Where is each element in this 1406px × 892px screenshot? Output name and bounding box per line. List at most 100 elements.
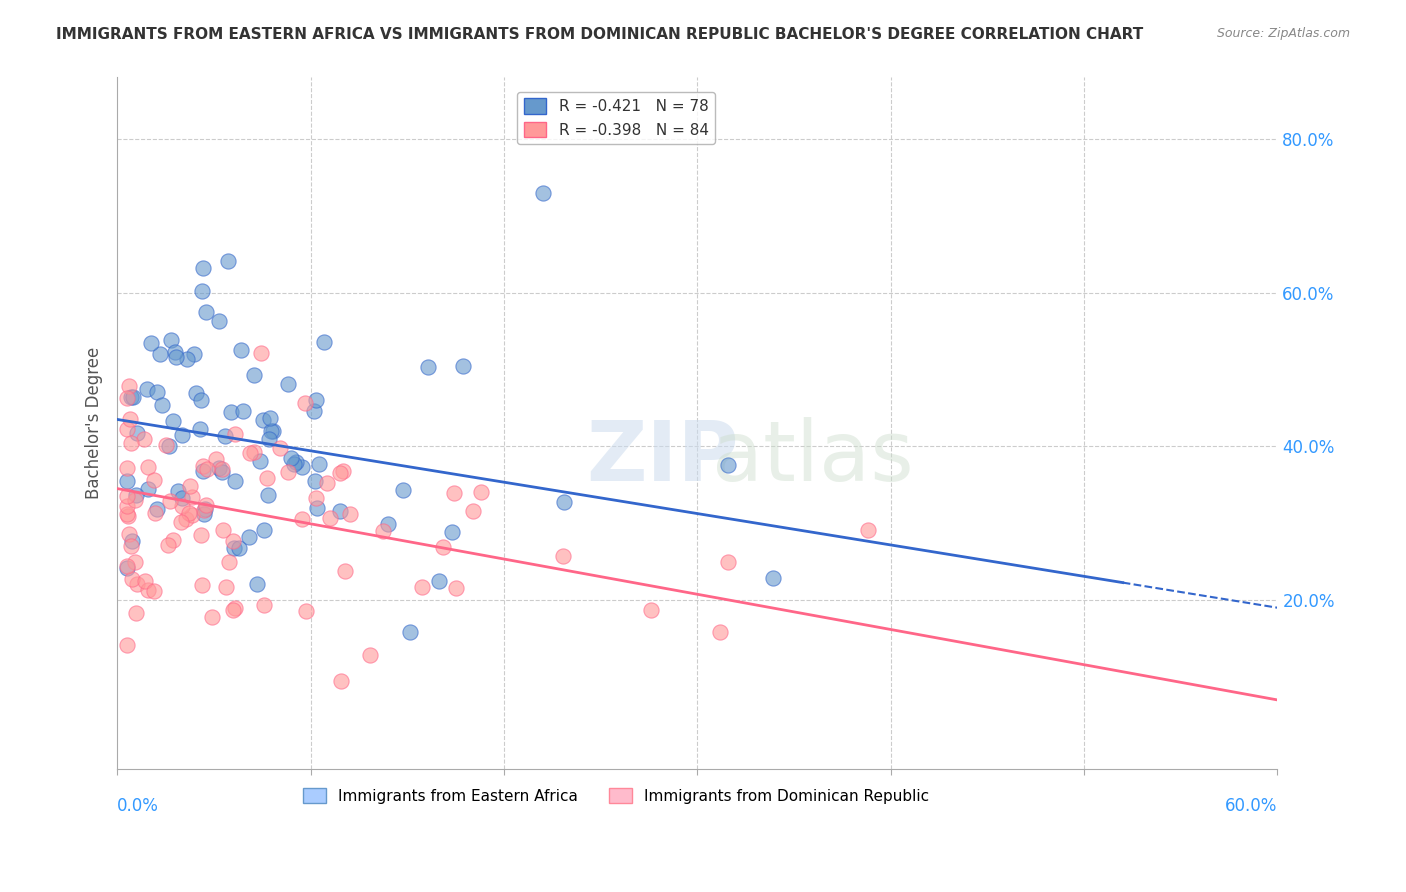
Point	[294, 604, 316, 618]
Point	[429, 574, 451, 588]
Point	[249, 345, 271, 359]
Point	[553, 495, 575, 509]
Point	[177, 506, 200, 520]
Point	[371, 524, 394, 539]
Point	[125, 425, 148, 440]
Point	[174, 512, 197, 526]
Point	[118, 527, 141, 541]
Point	[319, 510, 342, 524]
Point	[194, 501, 217, 516]
Point	[170, 516, 193, 530]
Point	[146, 385, 169, 400]
Point	[269, 441, 291, 455]
Point	[162, 533, 184, 547]
Point	[314, 335, 336, 350]
Point	[257, 433, 280, 447]
Point	[256, 471, 278, 485]
Point	[136, 382, 159, 396]
Point	[218, 555, 240, 569]
Point	[157, 538, 180, 552]
Point	[160, 334, 183, 348]
Point	[222, 534, 245, 549]
Text: atlas: atlas	[713, 417, 914, 499]
Point	[181, 508, 204, 523]
Point	[339, 507, 361, 521]
Point	[253, 598, 276, 612]
Point	[115, 507, 138, 521]
Point	[193, 502, 215, 516]
Point	[207, 461, 229, 475]
Point	[709, 624, 731, 639]
Point	[136, 583, 159, 598]
Point	[115, 392, 138, 406]
Point	[170, 499, 193, 513]
Point	[305, 393, 328, 408]
Point	[157, 439, 180, 453]
Point	[461, 504, 484, 518]
Point	[181, 490, 204, 504]
Point	[215, 580, 238, 594]
Point	[191, 458, 214, 473]
Text: IMMIGRANTS FROM EASTERN AFRICA VS IMMIGRANTS FROM DOMINICAN REPUBLIC BACHELOR'S : IMMIGRANTS FROM EASTERN AFRICA VS IMMIGR…	[56, 27, 1143, 42]
Point	[121, 572, 143, 586]
Point	[184, 385, 207, 400]
Point	[411, 580, 433, 594]
Point	[332, 464, 354, 478]
Point	[115, 475, 138, 489]
Point	[162, 413, 184, 427]
Point	[277, 376, 299, 391]
Point	[304, 475, 326, 489]
Point	[316, 476, 339, 491]
Text: 60.0%: 60.0%	[1225, 797, 1278, 814]
Point	[446, 582, 468, 596]
Point	[302, 404, 325, 418]
Point	[277, 465, 299, 479]
Text: 0.0%: 0.0%	[117, 797, 159, 814]
Point	[143, 583, 166, 598]
Point	[211, 462, 233, 476]
Point	[246, 576, 269, 591]
Point	[115, 559, 138, 574]
Point	[115, 500, 138, 514]
Point	[138, 482, 160, 496]
Point	[418, 360, 440, 375]
Point	[138, 460, 160, 475]
Y-axis label: Bachelor's Degree: Bachelor's Degree	[86, 347, 103, 500]
Point	[134, 574, 156, 589]
Point	[124, 555, 146, 569]
Text: ZIP: ZIP	[586, 417, 738, 499]
Point	[165, 351, 187, 365]
Point	[224, 426, 246, 441]
Point	[166, 483, 188, 498]
Point	[183, 347, 205, 361]
Point	[531, 186, 554, 200]
Point	[260, 424, 283, 438]
Point	[212, 524, 235, 538]
Point	[335, 564, 357, 578]
Point	[172, 491, 194, 505]
Point	[121, 533, 143, 548]
Point	[224, 541, 246, 555]
Point	[329, 674, 352, 689]
Point	[443, 486, 465, 500]
Point	[121, 390, 143, 404]
Point	[191, 464, 214, 478]
Point	[238, 530, 260, 544]
Point	[453, 359, 475, 373]
Point	[305, 491, 328, 506]
Point	[243, 445, 266, 459]
Point	[470, 485, 492, 500]
Point	[329, 503, 352, 517]
Point	[208, 314, 231, 328]
Point	[150, 398, 173, 412]
Point	[120, 435, 142, 450]
Point	[432, 540, 454, 554]
Point	[253, 523, 276, 537]
Point	[717, 458, 740, 472]
Point	[165, 345, 187, 359]
Point	[259, 411, 281, 425]
Point	[280, 450, 302, 465]
Point	[640, 602, 662, 616]
Point	[125, 488, 148, 502]
Point	[249, 454, 271, 468]
